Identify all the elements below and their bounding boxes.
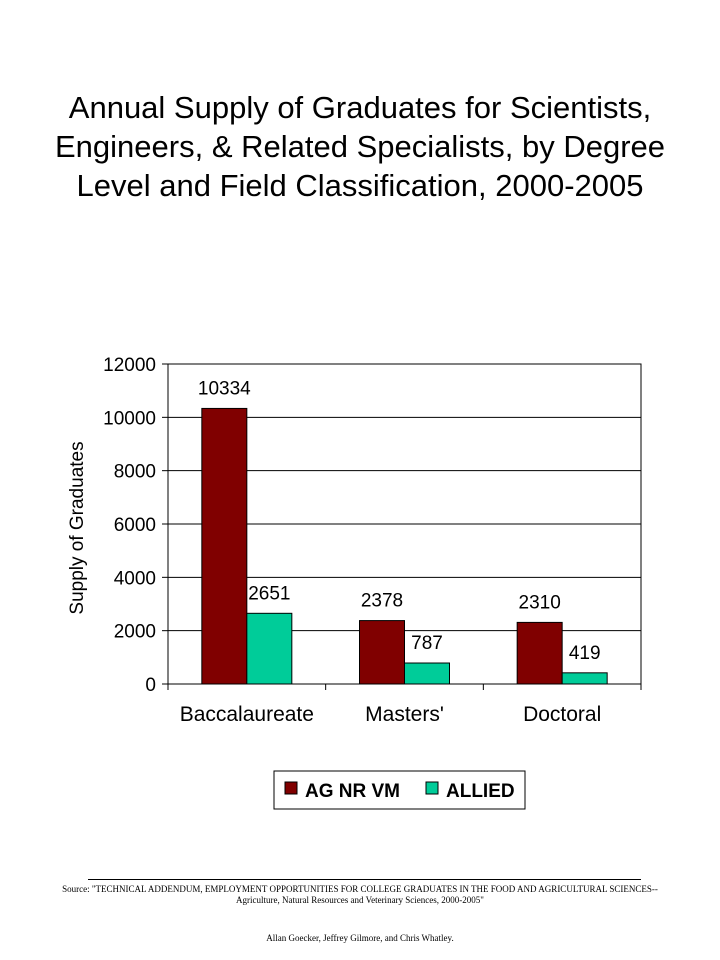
y-tick-label: 2000	[114, 622, 156, 643]
x-tick-label: Baccalaureate	[180, 703, 314, 726]
y-tick-label: 0	[145, 675, 156, 696]
y-tick-label: 10000	[103, 408, 156, 429]
legend-label: AG NR VM	[305, 781, 400, 802]
source-note: Source: "TECHNICAL ADDENDUM, EMPLOYMENT …	[62, 884, 658, 905]
bar	[359, 620, 405, 685]
chart-title: Annual Supply of Graduates for Scientist…	[55, 90, 665, 203]
y-tick-label: 4000	[114, 568, 156, 589]
authors-credit: Allan Goecker, Jeffrey Gilmore, and Chri…	[266, 933, 454, 943]
legend-box	[273, 770, 526, 810]
bar-value-label: 10334	[198, 378, 251, 399]
bar	[201, 407, 248, 685]
y-tick-label: 12000	[103, 355, 156, 376]
legend-label: ALLIED	[446, 781, 515, 802]
bar	[404, 662, 450, 685]
bar	[561, 672, 608, 685]
legend-swatch	[425, 781, 439, 795]
bar-value-label: 2310	[519, 592, 561, 613]
y-axis-title: Supply of Graduates	[67, 441, 88, 614]
bar	[246, 612, 293, 685]
y-tick-label: 8000	[114, 462, 156, 483]
data-labels: 10334 2651 2378 787 2310 419	[198, 378, 601, 663]
bar-value-label: 419	[569, 643, 601, 664]
legend-swatch	[284, 781, 298, 795]
bars	[201, 407, 608, 685]
bar	[516, 621, 563, 685]
bar-value-label: 2651	[248, 583, 290, 604]
y-axis-ticks: 0 2000 4000 6000 8000 10000 12000	[103, 355, 168, 696]
x-tick-label: Masters'	[365, 703, 444, 726]
source-divider	[88, 879, 641, 880]
y-tick-label: 6000	[114, 515, 156, 536]
bar-value-label: 787	[411, 633, 443, 654]
x-tick-label: Doctoral	[523, 703, 601, 726]
x-axis-ticks: Baccalaureate Masters' Doctoral	[167, 684, 642, 726]
bar-value-label: 2378	[361, 591, 403, 612]
legend: AG NR VM ALLIED	[273, 770, 526, 810]
